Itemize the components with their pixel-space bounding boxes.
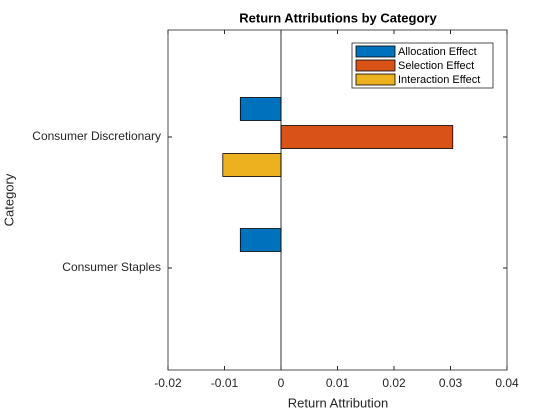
x-tick-label: -0.01 — [211, 376, 239, 390]
x-tick-label: -0.02 — [154, 376, 182, 390]
x-tick-label: 0 — [278, 376, 285, 390]
x-tick-label: 0.01 — [326, 376, 350, 390]
bar — [280, 125, 454, 149]
y-tick-label: Consumer Staples — [62, 260, 161, 274]
legend-label: Interaction Effect — [398, 74, 480, 86]
bar — [239, 228, 282, 252]
x-tick-label: 0.03 — [439, 376, 463, 390]
x-tick-label: 0.02 — [382, 376, 406, 390]
legend-swatch — [355, 45, 396, 58]
legend-label: Selection Effect — [398, 60, 474, 72]
bar — [239, 97, 282, 121]
x-tick-label: 0.04 — [495, 376, 519, 390]
y-axis-label: Category — [1, 173, 16, 226]
legend-swatch — [355, 73, 396, 86]
chart-title: Return Attributions by Category — [239, 10, 437, 25]
plot-frame — [167, 29, 508, 371]
y-tick-label: Consumer Discretionary — [32, 129, 161, 143]
legend-label: Allocation Effect — [398, 46, 477, 58]
legend-swatch — [355, 59, 396, 72]
x-axis-label: Return Attribution — [288, 395, 388, 410]
bar — [222, 153, 282, 177]
